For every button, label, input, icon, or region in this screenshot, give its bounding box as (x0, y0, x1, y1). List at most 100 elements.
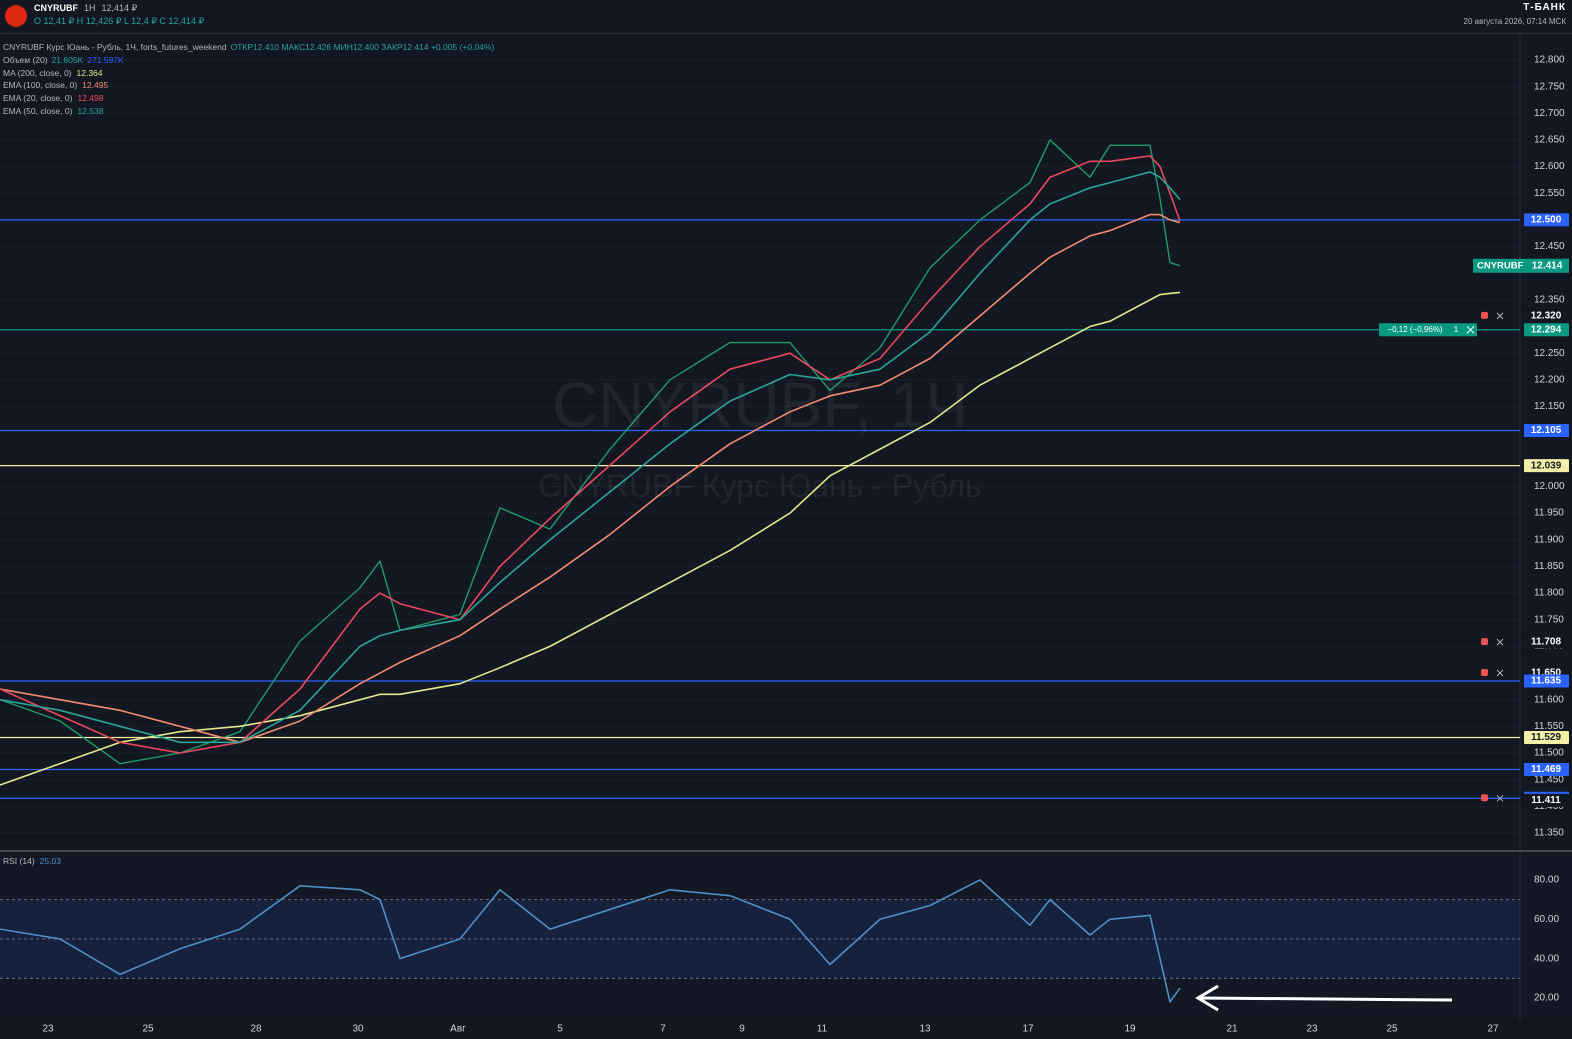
alert-icon[interactable] (1481, 794, 1488, 802)
level-label: 12.500 (1531, 215, 1562, 226)
chart-title: CNYRUBF Курс Юань - Рубль, 1Ч, forts_fut… (3, 42, 227, 52)
brand: Т-БАНК (1523, 2, 1566, 13)
legend-value: 12.495 (82, 80, 109, 91)
x-tick-label: 11 (817, 1024, 828, 1035)
series-legend: MA (200, close, 0) 12.364 EMA (100, close,… (3, 67, 494, 118)
x-tick-label: 7 (660, 1024, 666, 1035)
series-line (0, 213, 1181, 744)
level-label: 11.650 (1531, 668, 1561, 679)
level-label: 12.105 (1531, 425, 1562, 436)
remove-icon (1496, 794, 1504, 802)
y-tick-label: 12.550 (1534, 188, 1565, 199)
y-tick-label: 12.150 (1534, 401, 1565, 412)
level-label-box (1524, 635, 1569, 649)
y-tick-label: 11.450 (1534, 774, 1564, 785)
series-line (0, 291, 1181, 786)
remove-icon (1496, 669, 1504, 677)
ohlc-text: ОТКР12.410 МАКС12.426 МИН12.400 ЗАКР12.4… (230, 42, 495, 52)
level-label: 11.469 (1531, 764, 1561, 775)
x-tick-label: 5 (557, 1024, 563, 1035)
y-tick-label: 12.000 (1534, 481, 1565, 492)
alert-icon[interactable] (1481, 669, 1488, 677)
pane-bg (0, 852, 1572, 1020)
legend-name: RSI (14) (3, 856, 35, 866)
y-tick-label: 40.00 (1534, 953, 1559, 964)
remove-icon (1496, 638, 1504, 646)
y-tick-label: 11.600 (1534, 694, 1564, 705)
legend-row: Объем (20) 21.605K 271.597K (3, 54, 494, 67)
close-icon (1466, 325, 1475, 334)
x-tick-label: 23 (1306, 1024, 1318, 1035)
y-tick-label: 11.850 (1534, 561, 1564, 572)
level-label: 12.294 (1531, 324, 1562, 335)
x-tick-label: 21 (1226, 1024, 1238, 1035)
symbol[interactable]: CNYRUBF (34, 3, 78, 13)
y-tick-label: 11.900 (1534, 534, 1564, 545)
level-label-box (1524, 674, 1569, 688)
price-tag-name: CNYRUBF (1477, 260, 1524, 271)
y-tick-label: 60.00 (1534, 914, 1559, 925)
x-tick-label: 25 (142, 1024, 154, 1035)
y-tick-label: 11.800 (1534, 588, 1564, 599)
y-tick-label: 12.350 (1534, 295, 1565, 306)
legend-value: 12.364 (76, 67, 103, 78)
legend-value: 25.03 (39, 856, 61, 866)
level-label-box (1524, 309, 1569, 323)
y-tick-label: 12.650 (1534, 135, 1565, 146)
legend-row: CNYRUBF Курс Юань - Рубль, 1Ч, forts_fut… (3, 41, 494, 54)
legend-name: MA (200, close, 0) (3, 67, 72, 78)
interval[interactable]: 1Н (84, 3, 96, 13)
x-tick-label: Авг (450, 1024, 466, 1035)
x-tick-label: 28 (250, 1024, 262, 1035)
level-label-box (1524, 459, 1569, 473)
legend-row: MA (200, close, 0) 12.364 (3, 67, 494, 80)
legend-value: 271.597K (87, 54, 124, 65)
datetime: 20 августа 2026, 07:14 МСК (1463, 17, 1566, 26)
alert-icon[interactable] (1481, 638, 1488, 646)
flag-icon (5, 5, 27, 27)
alert-icon[interactable] (1481, 311, 1488, 319)
y-tick-label: 11.550 (1534, 721, 1564, 732)
x-tick-label: 17 (1022, 1024, 1034, 1035)
y-tick-label: 12.450 (1534, 241, 1565, 252)
x-tick-label: 30 (352, 1024, 364, 1035)
level-label-box (1524, 731, 1569, 745)
position-text: −0,12 (−0,96%) (1387, 325, 1442, 334)
position-box (1379, 323, 1477, 337)
y-tick-label: 12.600 (1534, 161, 1565, 172)
y-tick-label: 12.800 (1534, 55, 1565, 66)
legend-name: EMA (20, close, 0) (3, 93, 73, 104)
arrow-head (1195, 984, 1219, 1012)
level-label: 11.411 (1531, 795, 1561, 806)
symbol-line: CNYRUBF 1Н 12,414 ₽ (34, 3, 137, 14)
y-tick-label: 12.700 (1534, 108, 1565, 119)
legend-value: 21.605K (51, 54, 84, 65)
y-tick-label: 11.500 (1534, 748, 1564, 759)
legend-row: EMA (20, close, 0) 12.498 (3, 92, 494, 105)
price-tag-label: 12.414 (1532, 260, 1563, 271)
series-line (0, 139, 1181, 765)
legend-value: 12.538 (77, 105, 104, 116)
level-label-box (1524, 423, 1569, 437)
y-tick-label: 80.00 (1534, 875, 1559, 886)
legend-value: 12.498 (77, 93, 104, 104)
level-label: 12.039 (1531, 460, 1562, 471)
y-tick-label: 11.950 (1534, 508, 1564, 519)
ohlc: O 12,41 ₽ H 12,426 ₽ L 12,4 ₽ C 12,414 ₽ (34, 16, 205, 26)
position-qty: 1 (1454, 325, 1459, 334)
series-line (0, 879, 1181, 1003)
y-tick-label: 12.200 (1534, 374, 1565, 385)
price-tag-box (1473, 258, 1569, 273)
price: 12,414 ₽ (101, 3, 138, 13)
legend-name: EMA (50, close, 0) (3, 105, 73, 116)
level-label-box (1524, 323, 1569, 337)
rsi-legend: RSI (14) 25.03 (3, 856, 61, 866)
series-line (0, 155, 1181, 754)
x-tick-label: 19 (1124, 1024, 1136, 1035)
y-tick-label: 20.00 (1534, 993, 1559, 1004)
arrow (1199, 996, 1453, 1002)
remove-icon (1496, 312, 1504, 320)
x-tick-label: 23 (42, 1024, 54, 1035)
